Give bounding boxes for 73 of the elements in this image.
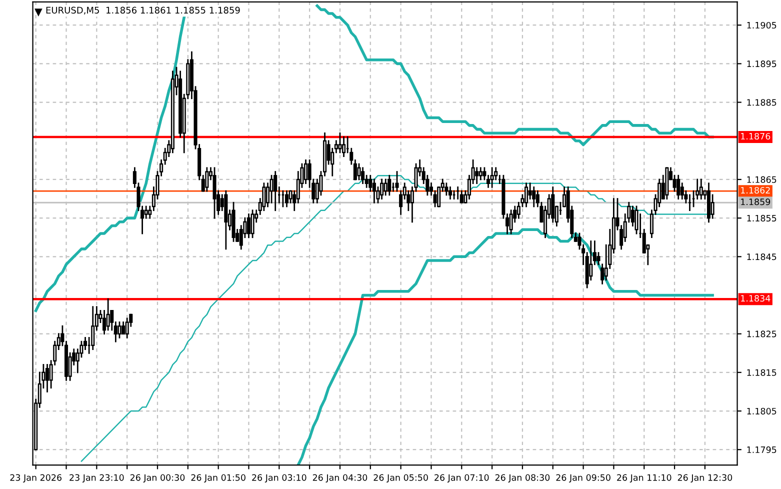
candlestick — [338, 132, 342, 154]
candlestick — [524, 182, 528, 208]
y-tick-label: 1.1855 — [747, 214, 776, 222]
ref-line-label: 1.1859 — [741, 198, 770, 206]
candlestick — [250, 210, 254, 238]
x-tick-label: 26 Jan 01:50 — [191, 474, 246, 482]
candlestick — [372, 178, 376, 204]
candlestick — [284, 190, 289, 208]
candlestick — [380, 178, 384, 200]
candlestick — [45, 364, 50, 392]
candlestick — [384, 178, 388, 196]
candlestick — [589, 240, 593, 280]
candlestick — [680, 182, 684, 200]
candlestick — [212, 167, 216, 219]
y-tick-label: 1.1865 — [747, 176, 776, 183]
x-tick-label: 26 Jan 11:10 — [617, 474, 672, 482]
candlestick — [246, 214, 251, 238]
candlestick — [395, 171, 399, 192]
candlestick — [528, 182, 532, 200]
chart-title: EURUSD,M5 1.1856 1.1861 1.1855 1.1859 — [46, 6, 240, 14]
y-tick-label: 1.1815 — [747, 369, 776, 376]
x-tick-label: 26 Jan 12:30 — [678, 474, 732, 482]
candlestick — [596, 252, 600, 266]
x-tick-label: 23 Jan 23:10 — [70, 474, 124, 482]
line-series — [296, 228, 714, 466]
ref-line-label: 1.1834 — [741, 295, 770, 302]
candlestick — [262, 182, 266, 212]
candlestick — [509, 210, 513, 234]
ref-line-label: 1.1876 — [741, 132, 770, 140]
ref-line-label: 1.1862 — [741, 186, 770, 194]
x-tick-label: 26 Jan 00:30 — [130, 474, 185, 482]
y-tick-label: 1.1845 — [747, 253, 776, 260]
candlestick — [125, 318, 129, 338]
candlestick — [106, 298, 110, 331]
candlestick — [205, 167, 209, 192]
x-tick-label: 26 Jan 04:30 — [312, 474, 368, 482]
candlestick — [672, 174, 676, 192]
y-tick-label: 1.1805 — [747, 408, 776, 414]
candlestick — [388, 174, 392, 196]
x-tick-label: 26 Jan 09:50 — [556, 474, 610, 482]
candlestick — [270, 174, 274, 204]
candlestick — [122, 322, 126, 335]
candlestick — [342, 136, 346, 158]
y-tick-label: 1.1895 — [747, 60, 776, 68]
candlestick — [460, 190, 464, 204]
candlestick — [532, 186, 536, 208]
candlestick — [448, 186, 452, 200]
candlestick — [551, 186, 555, 223]
candlestick — [710, 194, 714, 219]
x-tick-label: 23 Jan 2026 — [10, 474, 62, 482]
candlestick — [475, 167, 479, 184]
y-tick-label: 1.1825 — [747, 330, 776, 338]
candlestick — [361, 167, 365, 184]
candlestick — [676, 174, 680, 200]
candlestick — [444, 182, 448, 196]
candlestick — [630, 206, 634, 226]
candlestick — [478, 167, 482, 180]
x-tick-label: 26 Jan 08:30 — [495, 474, 550, 482]
candlestick — [699, 178, 703, 200]
y-tick-label: 1.1795 — [747, 446, 776, 454]
candlestick — [357, 163, 361, 180]
x-tick-label: 26 Jan 03:10 — [252, 474, 306, 482]
x-tick-label: 26 Jan 05:50 — [374, 474, 428, 482]
candlestick — [91, 306, 95, 350]
y-tick-label: 1.1905 — [747, 22, 776, 29]
candlestick — [490, 167, 494, 188]
y-tick-label: 1.1885 — [747, 99, 776, 106]
x-tick-label: 26 Jan 07:10 — [434, 474, 489, 482]
candlestick — [144, 206, 148, 219]
candlestick — [118, 322, 122, 338]
candlestick — [634, 206, 638, 234]
candlestick — [304, 159, 308, 184]
candlestick — [274, 171, 278, 212]
